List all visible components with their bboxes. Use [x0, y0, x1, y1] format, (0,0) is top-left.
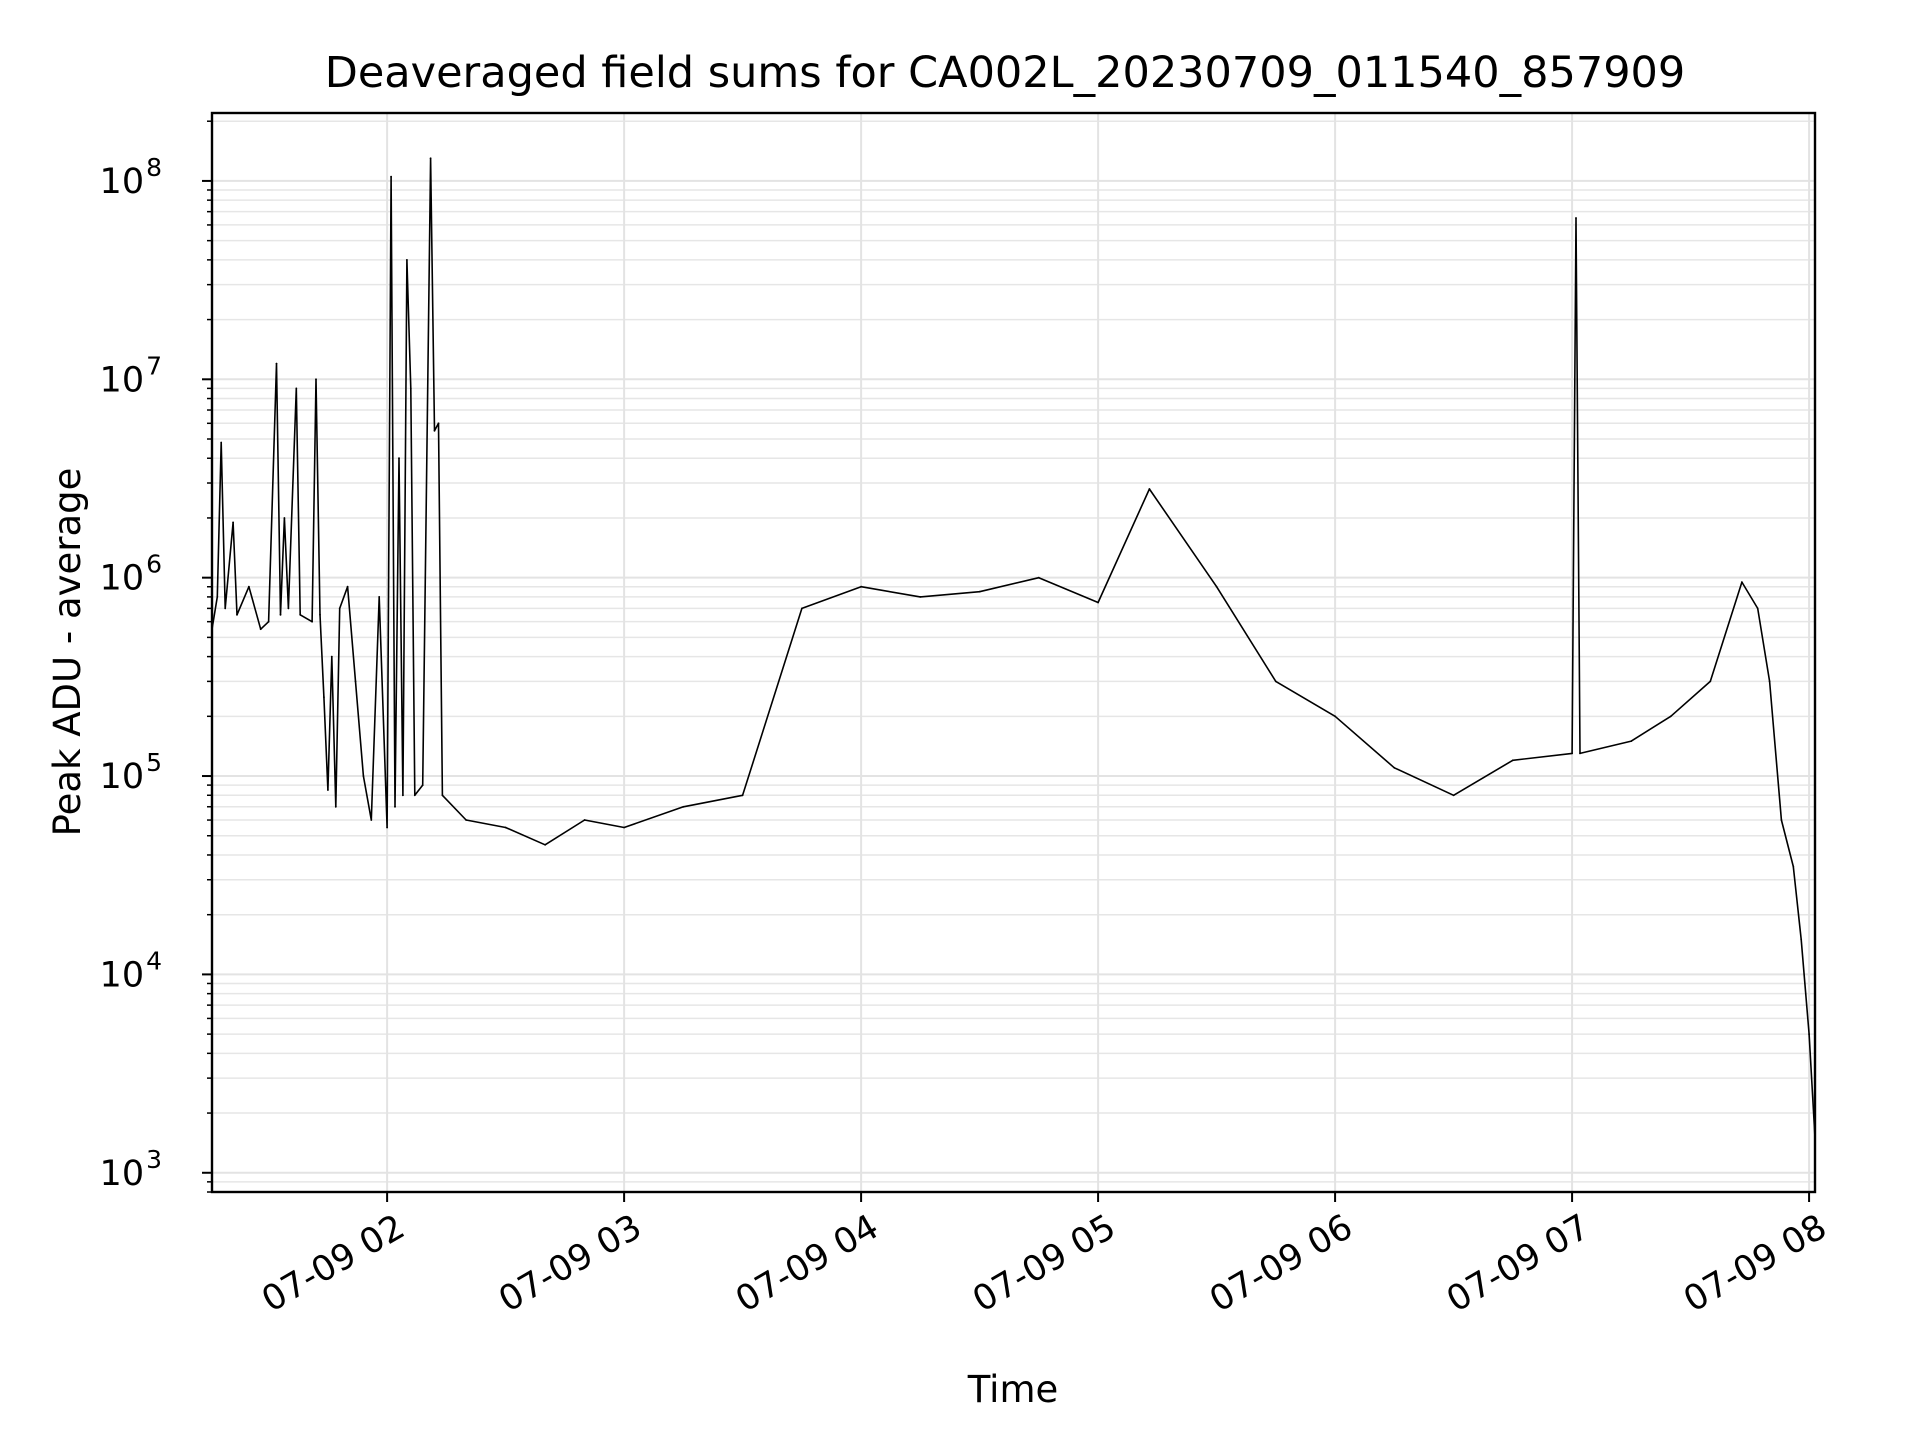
data-point: [390, 175, 392, 178]
data-point: [232, 521, 235, 524]
data-point: [354, 680, 357, 683]
data-point: [1768, 680, 1771, 683]
y-tick-exponent: 6: [146, 550, 162, 579]
data-point: [433, 429, 436, 432]
data-point: [398, 457, 400, 460]
data-point: [330, 655, 333, 658]
series-layer: [211, 157, 1816, 1139]
data-point: [1579, 752, 1581, 755]
data-point: [1037, 576, 1040, 579]
data-point: [275, 362, 278, 365]
y-tick-exponent: 7: [146, 351, 162, 380]
data-point: [220, 441, 223, 444]
data-point: [741, 794, 744, 797]
data-point: [287, 607, 290, 610]
data-point: [279, 613, 282, 616]
data-point: [1097, 601, 1099, 604]
data-point: [338, 607, 341, 610]
data-point: [1792, 865, 1795, 868]
data-point: [1571, 752, 1573, 755]
y-tick-exponent: 5: [146, 748, 162, 777]
data-point: [362, 775, 365, 777]
data-point: [1334, 715, 1336, 718]
data-point: [259, 628, 262, 631]
data-point: [465, 819, 467, 821]
data-point: [1709, 680, 1712, 683]
data-point: [978, 590, 981, 593]
data-point: [1511, 759, 1514, 762]
data-point: [378, 596, 381, 598]
data-point: [1452, 794, 1455, 797]
data-point: [1274, 680, 1277, 683]
x-axis-label: Time: [967, 1368, 1059, 1411]
data-point: [437, 422, 440, 425]
data-point: [1756, 607, 1759, 610]
data-point: [406, 259, 408, 261]
data-point: [504, 826, 507, 829]
plot-frame: [210, 111, 1817, 1194]
data-point: [327, 789, 329, 791]
data-point: [409, 387, 412, 390]
data-point: [544, 843, 546, 846]
data-point: [1575, 217, 1577, 219]
y-tick-exponent: 4: [146, 946, 162, 975]
data-point: [919, 596, 922, 598]
data-point: [1780, 819, 1783, 821]
data-point: [283, 517, 286, 519]
data-point: [583, 819, 586, 821]
data-point: [295, 387, 298, 390]
minor-gridlines: [212, 120, 1815, 1193]
data-point: [429, 157, 432, 160]
data-point: [224, 607, 227, 610]
data-point: [682, 805, 685, 808]
data-point: [421, 784, 424, 786]
y-tick-exponent: 8: [146, 153, 162, 182]
data-point: [394, 805, 396, 808]
data-point: [334, 805, 337, 808]
data-point: [413, 794, 416, 797]
chart-title: Deaveraged field sums for CA002L_2023070…: [325, 48, 1686, 98]
data-point: [801, 607, 803, 610]
data-point: [1669, 715, 1672, 718]
data-point: [315, 378, 317, 381]
data-point: [267, 620, 270, 623]
data-point: [248, 585, 250, 588]
y-tick-label: 103: [100, 1145, 162, 1194]
data-point: [236, 613, 238, 616]
data-point: [299, 613, 302, 616]
data-point: [346, 585, 349, 588]
data-point: [323, 696, 325, 698]
y-tick-label: 106: [100, 550, 162, 599]
data-point: [1800, 938, 1803, 941]
data-point: [1630, 740, 1633, 742]
data-point: [311, 620, 313, 623]
y-tick-exponent: 3: [146, 1145, 162, 1174]
data-point: [1741, 581, 1743, 583]
data-point: [1148, 488, 1151, 490]
data-point: [1215, 585, 1218, 588]
data-point: [860, 585, 862, 588]
data-point: [386, 826, 388, 829]
data-point: [1393, 766, 1396, 769]
data-point: [402, 794, 404, 797]
data-point: [623, 826, 625, 829]
y-axis-label: Peak ADU - average: [46, 468, 89, 837]
data-point: [319, 613, 321, 616]
data-point: [370, 819, 373, 821]
data-point: [216, 596, 219, 598]
data-point: [441, 794, 444, 797]
major-gridlines: [212, 113, 1815, 1192]
data-point: [1808, 1033, 1810, 1035]
